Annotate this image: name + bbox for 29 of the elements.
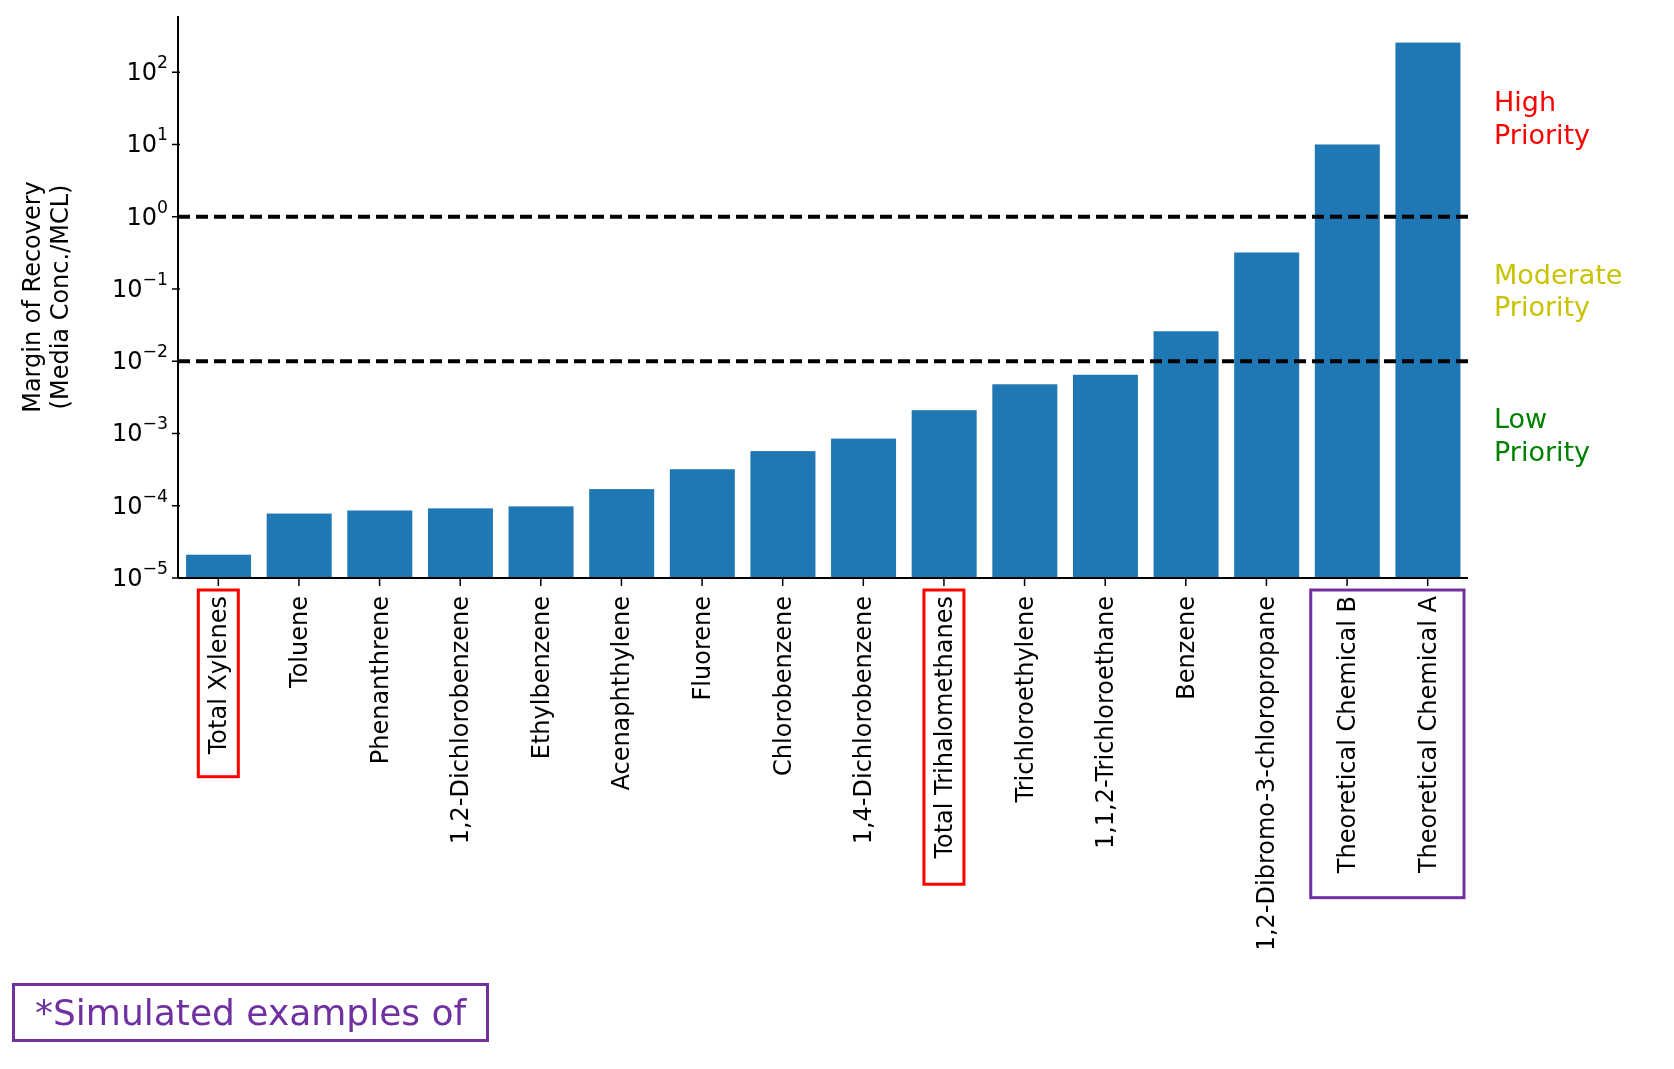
text: *Simulated examples of xyxy=(12,983,490,1042)
x-tick-label: Theoretical Chemical A xyxy=(1413,595,1442,875)
x-tick-label: 1,2-Dibromo-3-chloropropane xyxy=(1252,596,1281,952)
x-tick-label: 1,2-Dichlorobenzene xyxy=(446,596,475,845)
y-tick-label: 10$^{2}$ xyxy=(126,52,168,87)
x-tick-label: 1,4-Dichlorobenzene xyxy=(849,596,878,845)
x-tick-label: Benzene xyxy=(1171,596,1200,700)
x-tick-label: 1,1,2-Trichloroethane xyxy=(1091,596,1120,850)
x-tick-label: Total Xylenes xyxy=(204,596,233,756)
text: High Priority xyxy=(1494,86,1591,152)
text: Moderate Priority xyxy=(1494,258,1623,324)
x-tick-label: Chlorobenzene xyxy=(768,596,797,776)
y-axis-title: Margin of Recovery (Media Conc./MCL) xyxy=(18,181,74,413)
text: Low Priority xyxy=(1494,403,1591,469)
y-tick-label: 10$^{−4}$ xyxy=(112,485,169,520)
x-tick-label: Total Trihalomethanes xyxy=(929,596,958,860)
y-tick-label: 10$^{−3}$ xyxy=(112,413,168,448)
x-tick-label: Fluorene xyxy=(688,596,717,701)
x-tick-label: Acenaphthylene xyxy=(607,596,636,791)
x-tick-label: Theoretical Chemical B xyxy=(1333,596,1362,875)
x-tick-label: Trichloroethylene xyxy=(1010,596,1039,804)
x-tick-label: Toluene xyxy=(284,596,313,689)
x-tick-label: Ethylbenzene xyxy=(526,596,555,760)
y-tick-label: 10$^{−2}$ xyxy=(112,341,168,376)
y-tick-label: 10$^{1}$ xyxy=(126,124,168,159)
y-tick-label: 10$^{−5}$ xyxy=(112,558,168,592)
y-tick-label: 10$^{−1}$ xyxy=(112,268,168,303)
y-tick-label: 10$^{0}$ xyxy=(126,196,168,231)
x-tick-label: Phenanthrene xyxy=(365,596,394,765)
